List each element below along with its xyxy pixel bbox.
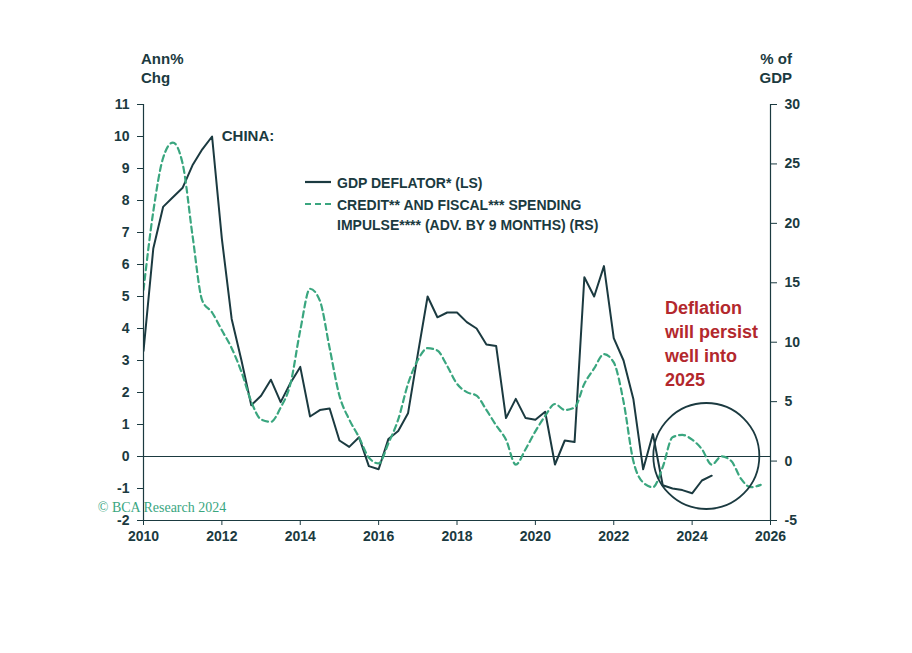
svg-text:-5: -5 xyxy=(785,512,798,528)
svg-text:5: 5 xyxy=(785,393,793,409)
svg-text:Deflationwill persistwell into: Deflationwill persistwell into2025 xyxy=(664,298,758,390)
svg-text:6: 6 xyxy=(122,256,130,272)
svg-text:11: 11 xyxy=(115,96,130,112)
svg-text:0: 0 xyxy=(785,453,793,469)
svg-text:9: 9 xyxy=(122,160,130,176)
svg-text:20: 20 xyxy=(785,215,801,231)
svg-text:CREDIT** AND FISCAL*** SPENDIN: CREDIT** AND FISCAL*** SPENDINGIMPULSE**… xyxy=(337,197,598,233)
svg-text:GDP DEFLATOR* (LS): GDP DEFLATOR* (LS) xyxy=(337,175,482,191)
svg-text:10: 10 xyxy=(785,334,801,350)
svg-text:2: 2 xyxy=(122,384,130,400)
svg-text:2018: 2018 xyxy=(441,528,472,544)
svg-text:7: 7 xyxy=(122,224,130,240)
svg-text:2024: 2024 xyxy=(677,528,708,544)
svg-text:8: 8 xyxy=(122,192,130,208)
svg-text:2012: 2012 xyxy=(206,528,237,544)
svg-text:0: 0 xyxy=(122,448,130,464)
svg-text:10: 10 xyxy=(114,128,130,144)
svg-text:5: 5 xyxy=(122,288,130,304)
svg-text:25: 25 xyxy=(785,155,801,171)
svg-text:-2: -2 xyxy=(117,512,130,528)
svg-text:2026: 2026 xyxy=(755,528,786,544)
svg-text:% ofGDP: % ofGDP xyxy=(759,50,793,86)
svg-text:2016: 2016 xyxy=(363,528,394,544)
svg-text:3: 3 xyxy=(122,352,130,368)
svg-text:Ann%Chg: Ann%Chg xyxy=(141,50,184,86)
svg-text:© BCA Research 2024: © BCA Research 2024 xyxy=(98,500,226,515)
svg-text:-1: -1 xyxy=(117,480,130,496)
svg-text:4: 4 xyxy=(122,320,130,336)
svg-text:2014: 2014 xyxy=(285,528,316,544)
svg-text:15: 15 xyxy=(785,274,801,290)
svg-text:2010: 2010 xyxy=(128,528,159,544)
svg-text:1: 1 xyxy=(122,416,130,432)
svg-text:2020: 2020 xyxy=(520,528,551,544)
svg-text:2022: 2022 xyxy=(598,528,629,544)
svg-text:30: 30 xyxy=(785,96,801,112)
svg-text:CHINA:: CHINA: xyxy=(222,127,275,144)
